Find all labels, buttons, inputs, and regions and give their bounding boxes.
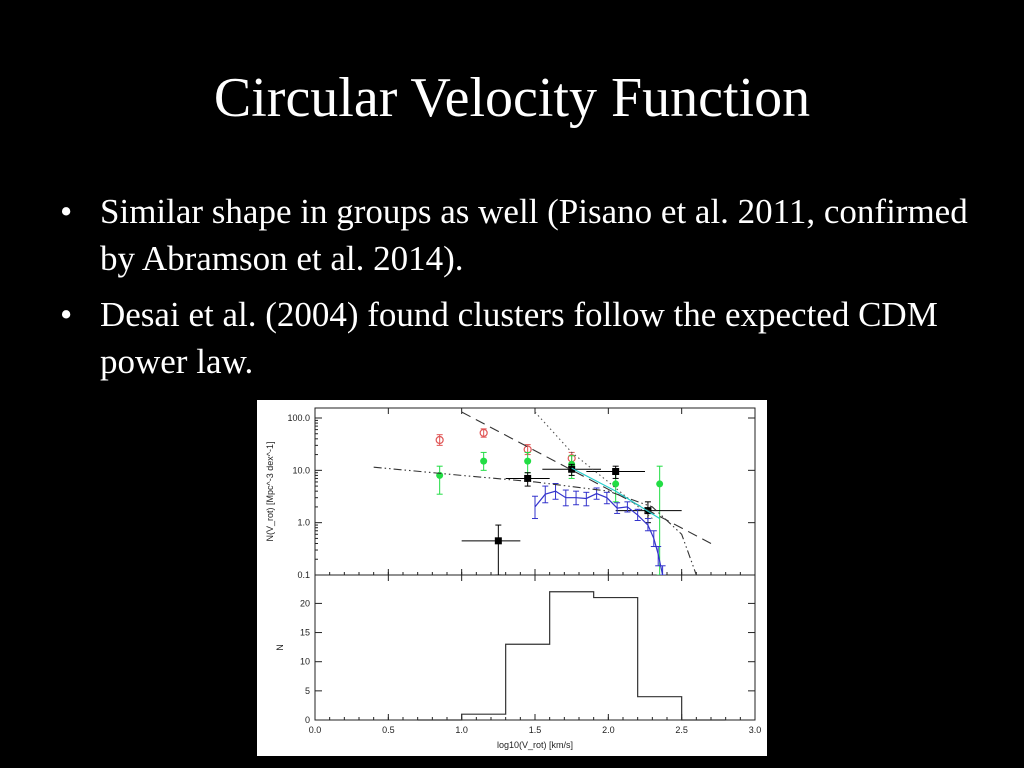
x-tick-label: 3.0 xyxy=(749,725,762,735)
x-tick-label: 2.0 xyxy=(602,725,615,735)
bullet-glyph: • xyxy=(60,295,73,334)
x-tick-label: 1.5 xyxy=(529,725,542,735)
x-tick-label: 0.0 xyxy=(309,725,322,735)
data-point-filled-square xyxy=(612,467,620,475)
data-point-filled-square xyxy=(524,474,532,482)
histogram-steps xyxy=(417,591,726,721)
blue-series-line xyxy=(534,490,664,575)
data-point-filled-circle xyxy=(612,480,620,488)
data-point-open-circle xyxy=(435,435,444,445)
figure-svg: 0.0 0.5 1.0 1.5 2.0 2.5 3.0 100.0 10.0 1.0 0.1 N(V_… xyxy=(265,407,762,750)
bullet-glyph: • xyxy=(60,192,73,231)
data-point-open-circle xyxy=(479,428,488,437)
bottom-y-axis-label: N xyxy=(275,644,285,651)
bullet-list: • Similar shape in groups as well (Pisan… xyxy=(60,188,980,394)
y-tick-label: 10 xyxy=(300,657,310,667)
x-tick-label: 1.0 xyxy=(455,725,468,735)
y-tick-label: 15 xyxy=(300,628,310,638)
solid-model-line xyxy=(571,467,660,519)
x-tick-label: 2.5 xyxy=(675,725,688,735)
data-point-filled-square xyxy=(568,465,576,473)
x-axis-label: log10(V_rot) [km/s] xyxy=(497,740,573,750)
y-tick-label: 5 xyxy=(305,686,310,696)
y-tick-label: 0 xyxy=(305,715,310,725)
x-tick-label: 0.5 xyxy=(382,725,395,735)
slide-title: Circular Velocity Function xyxy=(213,67,811,129)
dashed-model-line xyxy=(461,411,712,544)
data-point-filled-circle xyxy=(524,457,532,465)
top-y-axis-label: N(V_rot) [Mpc^-3 dex^-1] xyxy=(265,442,275,542)
y-tick-label: 20 xyxy=(300,598,310,608)
y-tick-label: 10.0 xyxy=(292,465,310,475)
bullet-item: • Similar shape in groups as well (Pisan… xyxy=(60,188,980,282)
y-tick-label: 0.1 xyxy=(297,570,310,580)
dotted-model-line xyxy=(534,411,653,519)
figure-panel: 0.0 0.5 1.0 1.5 2.0 2.5 3.0 100.0 10.0 1.0 0.1 N(V_… xyxy=(257,400,767,756)
y-tick-label: 100.0 xyxy=(287,413,310,423)
top-series-group xyxy=(373,411,712,575)
top-plot-frame xyxy=(314,407,756,576)
bullet-item: • Desai et al. (2004) found clusters fol… xyxy=(60,291,980,385)
data-point-filled-circle xyxy=(480,457,488,465)
data-point-filled-circle xyxy=(656,480,664,488)
data-point-filled-square xyxy=(494,537,502,545)
dash-dot-dot-model-line xyxy=(373,466,697,575)
bottom-plot-frame xyxy=(314,574,756,721)
bullet-text: Similar shape in groups as well (Pisano … xyxy=(100,192,968,278)
bullet-text: Desai et al. (2004) found clusters follo… xyxy=(100,295,938,381)
y-tick-label: 1.0 xyxy=(297,518,310,528)
